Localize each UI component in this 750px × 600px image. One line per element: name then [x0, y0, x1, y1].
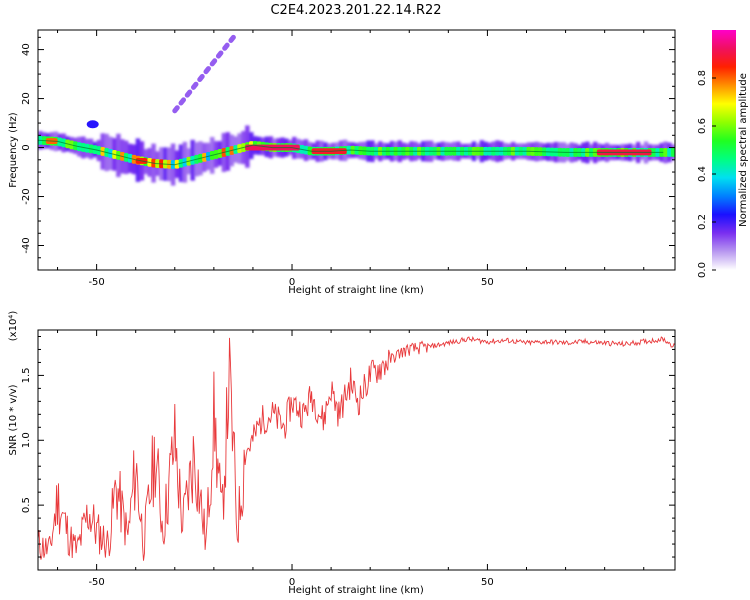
snr-y-multiplier: (x10⁴): [8, 311, 19, 342]
spectrogram-x-tick-label: -50: [88, 277, 104, 288]
snr-y-tick-label: 0.5: [21, 497, 32, 513]
spectrogram-x-ticks: -50 0 50: [57, 30, 645, 288]
spectrogram-heatmap: [38, 34, 675, 186]
spectrogram-cell: [667, 148, 672, 157]
spectrogram-frame: [37, 29, 676, 271]
snr-x-tick-label: -50: [88, 577, 104, 588]
snr-panel: -50 0 50 0.5 1.0 1.5 Height of straight line…: [8, 311, 676, 596]
spectrogram-cell: [671, 148, 675, 157]
snr-series-line: [38, 336, 675, 561]
snr-x-ticks: -50 0 50: [57, 330, 645, 588]
snr-y-tick-label: 1.5: [21, 367, 32, 383]
spectrogram-cell: [663, 148, 668, 157]
snr-plot-area: [38, 336, 675, 561]
snr-y-tick-label: 1.0: [21, 432, 32, 448]
snr-x-label: Height of straight line (km): [288, 585, 424, 596]
spectrogram-streak: [172, 34, 236, 114]
spectrogram-ridge-line: [38, 139, 664, 166]
colorbar-bar: [712, 30, 736, 270]
snr-y-ticks: 0.5 1.0 1.5: [21, 335, 675, 571]
spectrogram-y-tick-label: 40: [21, 43, 32, 56]
spectrogram-y-tick-label: 20: [21, 92, 32, 105]
colorbar-tick-label: 0.2: [697, 214, 708, 230]
colorbar: 0.0 0.2 0.4 0.6 0.8 Normalized spectral ampl…: [697, 30, 749, 278]
colorbar-ticks: 0.0 0.2 0.4 0.6 0.8: [697, 70, 716, 278]
colorbar-label: Normalized spectral amplitude: [738, 73, 749, 227]
chart-title: C2E4.2023.201.22.14.R22: [270, 3, 441, 18]
spectrogram-x-tick-label: 50: [481, 277, 494, 288]
snr-y-label: SNR (10 * v/v): [8, 384, 19, 455]
spectrogram-y-tick-label: -40: [21, 237, 32, 253]
snr-x-tick-label: 0: [289, 577, 295, 588]
snr-x-tick-label: 50: [481, 577, 494, 588]
spectrogram-x-label: Height of straight line (km): [288, 285, 424, 296]
spectrogram-y-label: Frequency (Hz): [8, 112, 19, 188]
spectrogram-y-ticks: 40 20 0 -20 -40: [21, 36, 675, 271]
colorbar-tick-label: 0.6: [697, 118, 708, 134]
colorbar-tick-label: 0.8: [697, 70, 708, 86]
spectrogram-y-tick-label: -20: [21, 188, 32, 204]
spectrogram-panel: -50 0 50 40 20 0 -20 -40 Height of straight li…: [8, 29, 676, 296]
spectrogram-x-tick-label: 0: [289, 277, 295, 288]
spectrogram-blob: [86, 120, 99, 129]
colorbar-tick-label: 0.0: [697, 262, 708, 278]
snr-frame: [37, 329, 676, 571]
colorbar-tick-label: 0.4: [697, 166, 708, 182]
spectrogram-y-tick-label: 0: [21, 144, 32, 150]
